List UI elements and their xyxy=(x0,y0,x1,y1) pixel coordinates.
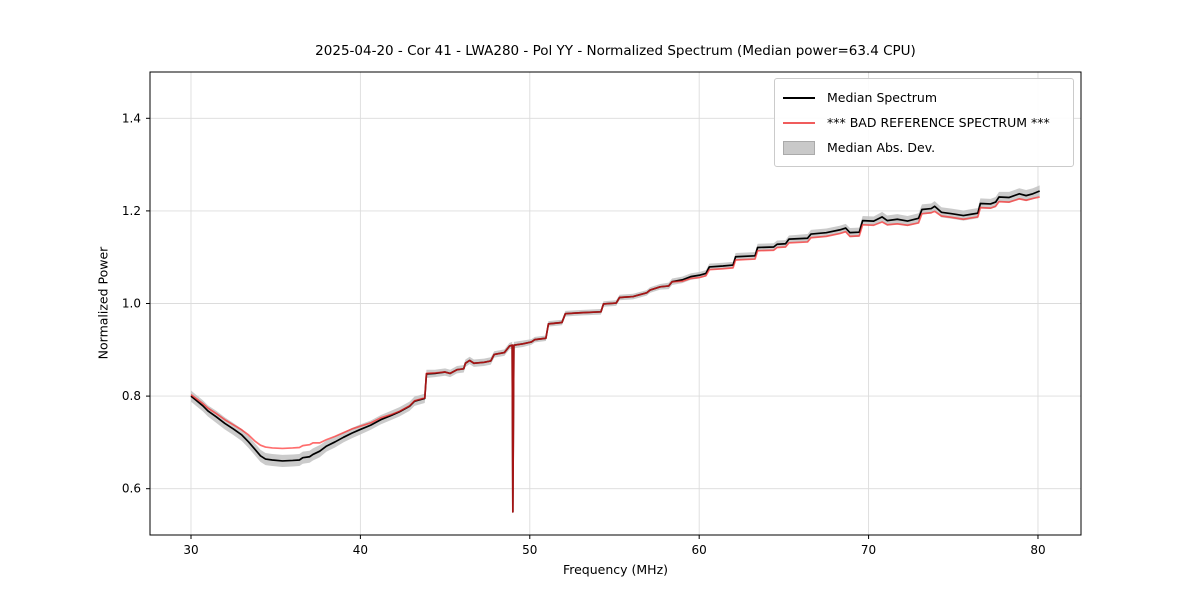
gray-patch-swatch-icon xyxy=(783,140,815,155)
legend-label: Median Abs. Dev. xyxy=(827,140,936,155)
x-tick-label: 80 xyxy=(1030,543,1045,557)
legend-box: Median Spectrum *** BAD REFERENCE SPECTR… xyxy=(774,78,1074,167)
y-tick-label: 1.4 xyxy=(122,111,141,125)
y-tick-label: 1.2 xyxy=(122,204,141,218)
red-line-swatch-icon xyxy=(783,121,815,124)
y-tick-label: 0.6 xyxy=(122,482,141,496)
y-axis-label: Normalized Power xyxy=(95,246,111,360)
x-tick-label: 30 xyxy=(183,543,198,557)
legend-item-median-spectrum: Median Spectrum xyxy=(783,85,1065,110)
chart-title: 2025-04-20 - Cor 41 - LWA280 - Pol YY - … xyxy=(315,43,916,59)
y-tick-label: 0.8 xyxy=(122,389,141,403)
x-tick-label: 70 xyxy=(861,543,876,557)
x-tick-label: 50 xyxy=(522,543,537,557)
y-tick-label: 1.0 xyxy=(122,297,141,311)
legend-label: *** BAD REFERENCE SPECTRUM *** xyxy=(827,115,1050,130)
x-tick-label: 60 xyxy=(692,543,707,557)
legend-item-bad-reference: *** BAD REFERENCE SPECTRUM *** xyxy=(783,110,1065,135)
x-tick-label: 40 xyxy=(353,543,368,557)
legend-item-median-abs-dev: Median Abs. Dev. xyxy=(783,135,1065,160)
legend-label: Median Spectrum xyxy=(827,90,938,105)
black-line-swatch-icon xyxy=(783,96,815,99)
x-axis-label: Frequency (MHz) xyxy=(562,562,669,577)
